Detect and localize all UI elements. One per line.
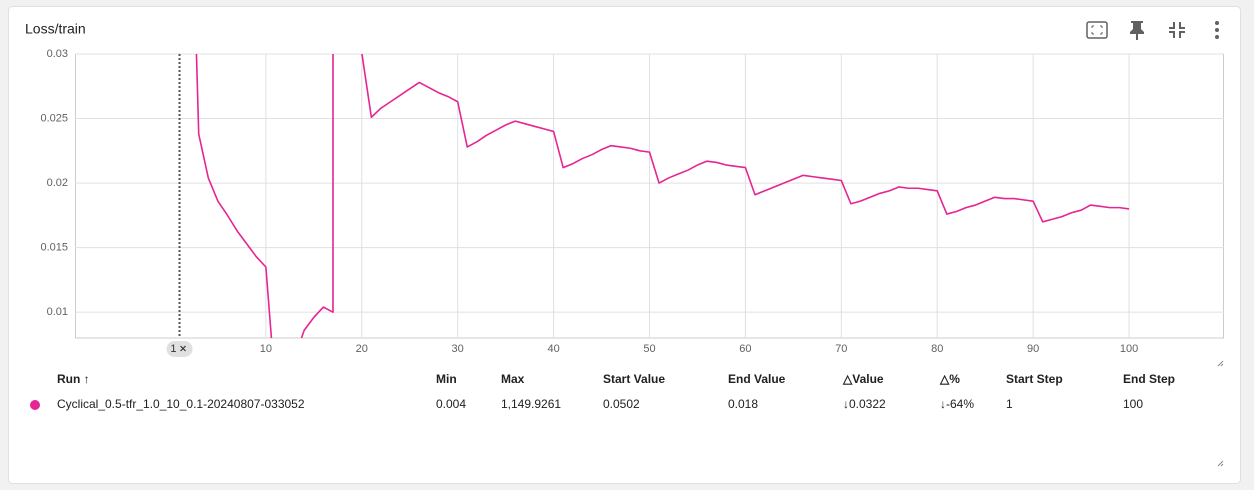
table-cell: 100 — [1123, 397, 1143, 411]
y-tick-label: 0.02 — [47, 177, 68, 189]
column-header[interactable]: Start Step — [1006, 372, 1063, 386]
card-title: Loss/train — [25, 21, 86, 37]
more-menu-button[interactable] — [1215, 21, 1219, 39]
x-tick-label: 50 — [643, 343, 655, 355]
column-header[interactable]: △Value — [842, 372, 884, 386]
x-tick-label: 60 — [739, 343, 751, 355]
run-color-dot — [30, 400, 40, 410]
table-cell: 1,149.9261 — [501, 397, 561, 411]
table-cell: ↓-64% — [940, 397, 974, 411]
collapse-button[interactable] — [1169, 22, 1185, 38]
y-tick-label: 0.03 — [47, 48, 68, 60]
y-tick-label: 0.01 — [47, 306, 68, 318]
x-tick-label: 30 — [452, 343, 464, 355]
table-cell: ↓0.0322 — [843, 397, 886, 411]
column-header[interactable]: Run ↑ — [57, 372, 90, 386]
column-header[interactable]: Start Value — [603, 372, 665, 386]
resize-handle[interactable] — [1217, 360, 1224, 367]
table-cell: 1 — [1006, 397, 1013, 411]
step-chip — [166, 341, 193, 357]
plot-area — [75, 53, 1224, 338]
column-header[interactable]: △% — [939, 372, 960, 386]
x-tick-label: 10 — [260, 343, 272, 355]
x-tick-label: 80 — [931, 343, 943, 355]
x-tick-label: 90 — [1027, 343, 1039, 355]
resize-handle[interactable] — [1217, 460, 1224, 467]
step-chip-label: 1 — [170, 343, 176, 355]
card-background — [8, 6, 1241, 484]
x-tick-label: 20 — [356, 343, 368, 355]
column-header[interactable]: End Value — [728, 372, 786, 386]
table-cell: 0.004 — [436, 397, 466, 411]
x-tick-label: 100 — [1120, 343, 1138, 355]
column-header[interactable]: Min — [436, 372, 457, 386]
x-tick-label: 40 — [547, 343, 559, 355]
table-cell: 0.0502 — [603, 397, 640, 411]
y-tick-label: 0.025 — [40, 112, 68, 124]
column-header[interactable]: Max — [501, 372, 525, 386]
data-table: Run ↑ Min Max Start Value End Value △Value △% S… — [30, 372, 1175, 411]
y-tick-label: 0.015 — [40, 242, 68, 254]
table-cell: 0.018 — [728, 397, 758, 411]
fit-domain-button[interactable] — [1086, 21, 1108, 39]
step-chip-close[interactable] — [180, 345, 186, 352]
column-header[interactable]: End Step — [1123, 372, 1175, 386]
pin-button[interactable] — [1130, 21, 1144, 40]
x-tick-label: 70 — [835, 343, 847, 355]
run-name: Cyclical_0.5-tfr_1.0_10_0.1-20240807-033… — [57, 397, 305, 411]
